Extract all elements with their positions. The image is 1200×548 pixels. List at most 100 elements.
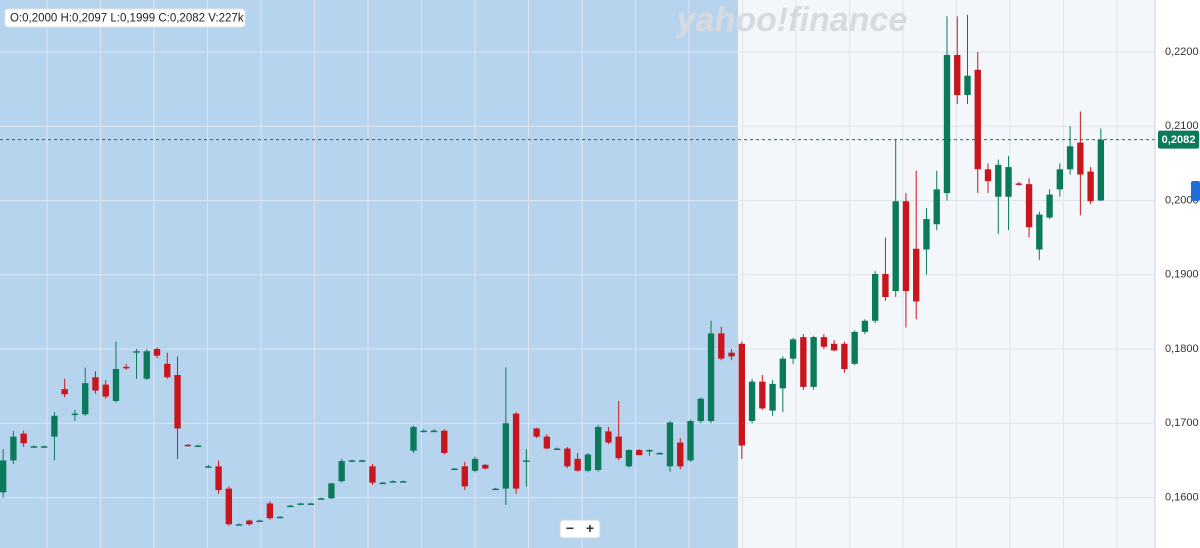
candle-body — [338, 461, 345, 482]
candle-body — [235, 524, 243, 526]
candle-body — [225, 488, 233, 525]
candle-body — [1025, 184, 1033, 228]
candle-body — [379, 482, 386, 485]
candle-body — [502, 423, 510, 489]
candle-body — [574, 458, 581, 471]
candle-body — [1066, 146, 1074, 170]
candle-body — [892, 201, 899, 292]
candle-body — [636, 449, 643, 456]
candle-body — [461, 466, 468, 487]
y-tick-label: 0,1600 — [1165, 491, 1199, 503]
candle-body — [420, 430, 427, 433]
candle-body — [523, 460, 530, 462]
candle-body — [133, 351, 140, 353]
y-tick-label: 0,1700 — [1165, 417, 1199, 429]
candle-body — [954, 54, 961, 96]
zoom-in-button[interactable]: + — [586, 520, 594, 536]
candle-body — [123, 366, 130, 369]
candle-body — [964, 75, 971, 96]
candle-body — [20, 433, 27, 444]
candle-body — [543, 436, 551, 449]
candle-body — [677, 442, 684, 467]
info-box — [4, 8, 246, 28]
candle-body — [359, 460, 366, 462]
candle-body — [697, 398, 704, 422]
candle-body — [933, 189, 940, 225]
scroll-tab[interactable] — [1191, 181, 1200, 201]
candle-body — [297, 503, 304, 505]
candles — [0, 14, 1155, 526]
y-tick-label: 0,1800 — [1165, 343, 1199, 355]
candle-body — [451, 468, 458, 471]
candle-body — [707, 333, 715, 422]
candle-body — [194, 445, 202, 448]
candle-body — [492, 488, 499, 491]
candle-body — [482, 464, 489, 469]
y-tick-label: 0,1900 — [1165, 269, 1199, 281]
candle-body — [594, 426, 602, 471]
watermark: yahoo!finance — [675, 1, 907, 39]
candle-body — [71, 413, 79, 416]
candle-body — [656, 452, 663, 455]
candle-body — [882, 274, 889, 298]
candle-body — [913, 248, 920, 302]
candle-body — [830, 343, 838, 351]
candle-body — [348, 460, 356, 462]
candle-body — [1036, 214, 1043, 250]
candle-body — [30, 446, 38, 448]
candle-body — [256, 520, 263, 523]
candle-body — [10, 436, 17, 461]
candle-body — [646, 449, 653, 452]
candle-body — [328, 483, 335, 499]
candle-body — [369, 466, 376, 483]
candle-body — [871, 274, 879, 321]
candle-body — [40, 446, 48, 448]
candle-body — [789, 339, 797, 359]
candle-body — [923, 219, 930, 250]
candle-body — [1056, 169, 1064, 190]
candle-body — [615, 436, 622, 459]
candle-body — [143, 351, 150, 379]
zoom-controls — [559, 519, 601, 539]
candle-body — [861, 320, 869, 332]
candle-body — [728, 352, 735, 357]
candle-body — [974, 69, 981, 170]
candle-body — [820, 337, 828, 347]
candle-body — [287, 505, 294, 508]
y-tick-label: 0,2200 — [1165, 46, 1199, 58]
candle-body — [718, 333, 725, 359]
candle-body — [1005, 167, 1012, 197]
zoom-out-button[interactable]: − — [566, 520, 574, 536]
candle-body — [430, 430, 438, 433]
candle-body — [112, 369, 120, 401]
candle-body — [410, 426, 417, 451]
candle-body — [1077, 142, 1084, 175]
grid — [0, 0, 1155, 548]
candle-body — [512, 413, 520, 489]
candle-body — [584, 454, 592, 471]
candle-body — [51, 415, 58, 437]
candle-body — [184, 444, 191, 447]
candle-body — [441, 430, 448, 453]
candle-body — [1015, 183, 1022, 185]
candle-body — [841, 343, 848, 370]
last-price-label: 0,2082 — [1162, 134, 1196, 146]
candle-body — [1046, 194, 1053, 218]
candle-body — [82, 383, 89, 415]
candle-body — [174, 374, 181, 429]
candle-body — [61, 389, 68, 395]
candle-body — [995, 164, 1002, 197]
candle-body — [769, 383, 776, 411]
candle-body — [276, 516, 284, 519]
candle-body — [902, 201, 910, 292]
candle-body — [205, 466, 212, 468]
candle-body — [666, 422, 674, 467]
candle-body — [553, 448, 561, 450]
candle-body — [153, 348, 161, 356]
range-selection[interactable] — [0, 0, 738, 548]
candle-body — [266, 503, 274, 519]
candle-body — [215, 466, 222, 491]
candle-body — [779, 358, 787, 389]
candle-body — [943, 54, 951, 194]
